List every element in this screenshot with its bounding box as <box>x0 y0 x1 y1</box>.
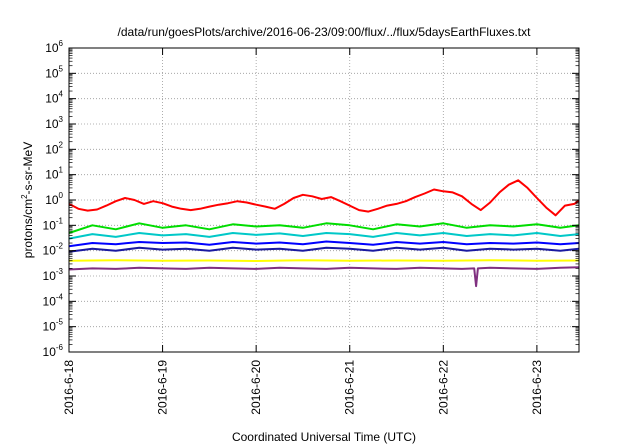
y-axis-label: protons/cm2-s-sr-MeV <box>20 142 35 258</box>
y-tick-base: 10 <box>43 320 57 334</box>
y-tick-base: 10 <box>45 168 59 182</box>
series-line-7 <box>68 266 580 288</box>
y-tick-base: 10 <box>45 92 59 106</box>
y-tick-base: 10 <box>45 41 59 55</box>
series-line-1 <box>68 179 580 217</box>
y-axis-label-suffix: -s-sr-MeV <box>21 142 35 195</box>
y-tick-base: 10 <box>45 142 59 156</box>
series-layer <box>68 179 580 288</box>
y-tick-label: 102 <box>45 140 63 156</box>
y-tick-base: 10 <box>43 294 57 308</box>
series-line-3 <box>68 232 580 240</box>
y-axis-label-prefix: protons/cm <box>21 199 35 258</box>
x-tick-labels: 2016-6-18 2016-6-19 2016-6-20 2016-6-21 2016… <box>62 360 544 415</box>
y-tick-exponent: 3 <box>59 115 64 124</box>
x-tick-label: 2016-6-22 <box>436 360 450 415</box>
y-tick-label: 103 <box>45 115 63 131</box>
y-tick-exponent: 4 <box>59 90 64 99</box>
x-tick-label: 2016-6-20 <box>249 360 263 415</box>
y-tick-label: 10-1 <box>43 216 64 232</box>
x-tick-label: 2016-6-23 <box>530 360 544 415</box>
y-tick-exponent: 1 <box>59 166 64 175</box>
y-tick-label: 106 <box>45 39 63 55</box>
chart-title: /data/run/goesPlots/archive/2016-06-23/0… <box>118 25 532 39</box>
y-tick-exponent: 6 <box>59 39 64 48</box>
y-tick-exponent: 5 <box>59 64 64 73</box>
y-tick-label: 101 <box>45 166 63 182</box>
axis-ticks <box>68 47 579 353</box>
x-tick-label: 2016-6-21 <box>343 360 357 415</box>
series-line-2 <box>68 222 580 234</box>
y-tick-base: 10 <box>43 269 57 283</box>
y-tick-labels: 10-610-510-410-310-210-11001011021031041… <box>43 39 64 359</box>
grid-lines <box>69 48 579 352</box>
y-tick-label: 104 <box>45 90 63 106</box>
y-axis-label-sup: 2 <box>20 194 29 199</box>
y-tick-exponent: 2 <box>59 140 64 149</box>
y-tick-base: 10 <box>45 117 59 131</box>
x-axis-label: Coordinated Universal Time (UTC) <box>232 430 416 444</box>
series-line-4 <box>68 240 580 248</box>
y-tick-label: 10-5 <box>43 318 64 334</box>
series-line-5 <box>68 246 580 253</box>
y-tick-exponent: -4 <box>56 292 64 301</box>
y-tick-label: 10-2 <box>43 242 64 258</box>
y-tick-label: 10-3 <box>43 267 64 283</box>
x-tick-label: 2016-6-19 <box>156 360 170 415</box>
y-tick-exponent: 0 <box>59 191 64 200</box>
y-tick-base: 10 <box>45 193 59 207</box>
y-tick-base: 10 <box>43 345 57 359</box>
series-line-6 <box>68 259 580 262</box>
y-tick-exponent: -2 <box>56 242 64 251</box>
y-tick-label: 10-4 <box>43 292 64 308</box>
y-tick-base: 10 <box>43 218 57 232</box>
y-tick-base: 10 <box>45 66 59 80</box>
y-tick-base: 10 <box>43 244 57 258</box>
y-tick-label: 10-6 <box>43 343 64 359</box>
y-tick-exponent: -6 <box>56 343 64 352</box>
y-tick-label: 105 <box>45 64 63 80</box>
x-tick-label: 2016-6-18 <box>62 360 76 415</box>
y-tick-exponent: -3 <box>56 267 64 276</box>
y-tick-exponent: -5 <box>56 318 64 327</box>
y-tick-exponent: -1 <box>56 216 64 225</box>
y-tick-label: 100 <box>45 191 63 207</box>
